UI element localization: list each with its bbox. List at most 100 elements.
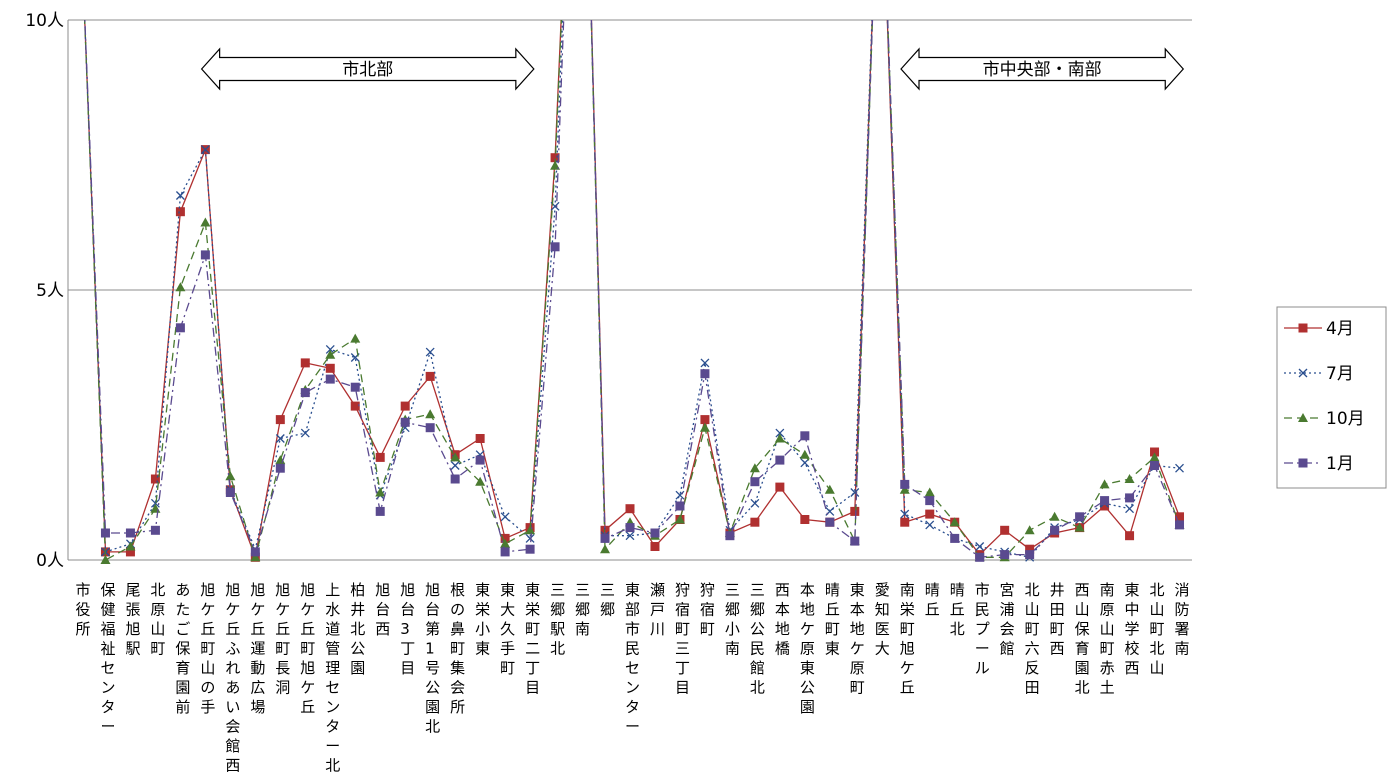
data-point	[500, 547, 510, 557]
series-line	[84, 20, 1180, 559]
data-point	[300, 428, 310, 438]
series-line	[84, 20, 1181, 560]
region-arrow	[200, 47, 535, 91]
data-point	[900, 509, 910, 519]
data-point	[725, 531, 735, 541]
data-point	[450, 474, 460, 484]
data-point	[900, 479, 910, 489]
data-point	[275, 463, 285, 473]
data-point	[700, 358, 710, 368]
x-tick-label: 東部市民センター	[625, 581, 640, 736]
x-tick-label: 柏井北公園	[350, 581, 365, 677]
data-point	[325, 374, 335, 384]
data-point	[1125, 493, 1135, 503]
x-tick-label: 三郷小南	[725, 581, 740, 658]
y-axis: 0人 5人 10人	[25, 11, 69, 571]
x-tick-label: 旭ケ丘町長洞	[275, 581, 290, 697]
data-point	[275, 434, 285, 443]
data-point	[100, 555, 111, 564]
data-point	[850, 536, 860, 546]
x-tick-label: 南栄町旭ケ丘	[900, 581, 915, 697]
data-point	[1125, 504, 1135, 514]
data-point	[1099, 479, 1110, 489]
data-point	[250, 547, 260, 557]
x-tick-label: 西本地橋	[775, 581, 790, 658]
x-tick-label: 旭台西	[375, 581, 390, 638]
data-point	[749, 463, 760, 473]
region-annotations: 市北部 市中央部・南部	[200, 47, 1185, 91]
data-point	[425, 409, 436, 419]
x-tick-label: 市民プール	[975, 581, 990, 677]
x-tick-label: 三郷	[600, 581, 615, 619]
data-point	[949, 517, 960, 527]
data-point	[275, 415, 285, 425]
data-point	[375, 487, 386, 497]
data-point	[425, 347, 435, 357]
data-point	[1175, 463, 1184, 473]
data-point	[675, 501, 685, 511]
data-point	[899, 484, 910, 494]
data-point	[1075, 512, 1085, 522]
x-tick-label: 消防署南	[1175, 581, 1190, 658]
data-point	[625, 531, 635, 541]
data-point	[1125, 531, 1135, 541]
data-point	[674, 514, 685, 524]
data-point	[775, 428, 785, 438]
x-tick-label: 旭台第 1 号公園北	[425, 581, 440, 736]
data-point	[475, 476, 486, 486]
region-arrow	[900, 47, 1185, 91]
y-tick-label: 5人	[36, 281, 64, 301]
data-point	[350, 382, 360, 392]
x-tick-label: 三郷公民館北	[750, 581, 765, 697]
data-point	[200, 250, 210, 260]
data-point	[500, 538, 511, 548]
data-point	[450, 461, 460, 470]
data-point	[475, 455, 485, 465]
data-point	[1175, 520, 1185, 530]
data-point	[150, 474, 160, 484]
data-point	[850, 506, 860, 516]
x-tick-label: 東大久手町	[500, 581, 515, 677]
data-point	[1150, 461, 1160, 470]
data-point	[1000, 550, 1010, 560]
data-point	[900, 517, 910, 527]
x-tick-label: 愛知医大	[875, 581, 890, 658]
data-point	[300, 388, 310, 398]
data-point	[350, 401, 360, 411]
x-tick-label: 旭台 3 丁目	[400, 581, 415, 677]
data-point	[800, 458, 810, 468]
x-tick-label: 保健福祉センター	[100, 581, 115, 736]
x-tick-label: 宮浦会館	[1000, 581, 1015, 658]
legend-item: 7月	[1284, 364, 1354, 384]
legend-item: 10月	[1284, 409, 1365, 429]
data-point	[400, 417, 410, 427]
legend-label: 4月	[1326, 319, 1354, 339]
data-point	[750, 477, 760, 487]
data-point	[100, 528, 110, 538]
x-tick-label: 南原山町赤土	[1100, 581, 1115, 697]
data-point	[775, 455, 785, 465]
data-point	[1149, 452, 1160, 462]
data-point	[700, 369, 710, 379]
data-point	[1050, 525, 1060, 535]
data-point	[400, 401, 410, 411]
legend-label: 10月	[1326, 409, 1365, 429]
series-group	[84, 20, 1185, 564]
data-point	[175, 282, 186, 292]
x-tick-label: 北山町六反田	[1025, 581, 1040, 697]
legend-marker	[1298, 458, 1308, 468]
data-point	[450, 452, 461, 462]
data-point	[1025, 550, 1035, 560]
legend-item: 4月	[1284, 319, 1354, 339]
data-point	[225, 471, 236, 481]
x-tick-label: 三郷駅北	[550, 581, 565, 658]
legend-box	[1276, 306, 1387, 489]
data-point	[125, 528, 135, 538]
data-point	[775, 482, 785, 492]
data-point	[375, 506, 385, 516]
x-tick-label: 狩宿町三丁目	[675, 581, 690, 697]
legend-label: 1月	[1326, 454, 1354, 474]
data-point	[525, 525, 536, 535]
data-point	[824, 484, 835, 494]
